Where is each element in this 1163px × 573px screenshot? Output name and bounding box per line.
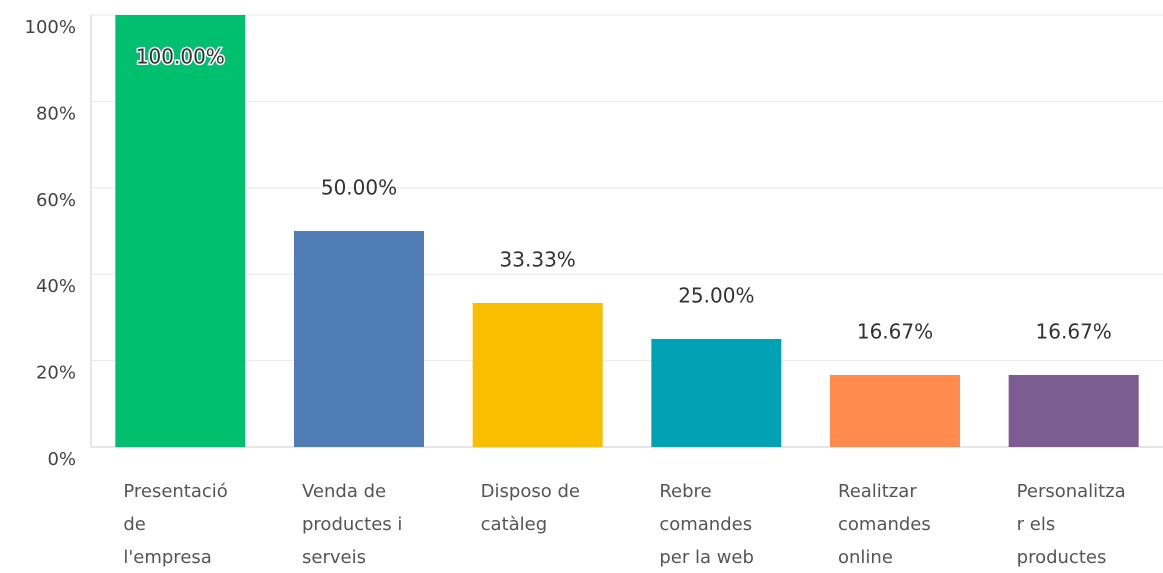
x-tick-label: Venda de productes i serveis xyxy=(302,481,403,568)
bar xyxy=(830,374,960,447)
bar xyxy=(115,15,246,447)
data-label: 25.00% xyxy=(678,284,754,308)
y-tick-label: 0% xyxy=(47,449,76,470)
bar xyxy=(651,339,782,447)
data-label: 33.33% xyxy=(500,248,576,272)
data-label: 100.00% xyxy=(136,45,225,69)
data-label: 50.00% xyxy=(321,176,397,200)
y-tick-label: 60% xyxy=(36,190,76,211)
data-label: 16.67% xyxy=(1036,319,1112,343)
data-label: 16.67% xyxy=(857,319,933,343)
x-tick-label: Personalitzar els productes xyxy=(1016,481,1126,568)
bar xyxy=(472,303,603,447)
y-tick-label: 100% xyxy=(25,17,76,38)
y-tick-label: 80% xyxy=(36,103,76,124)
y-tick-label: 20% xyxy=(36,363,76,384)
x-tick-label: Disposo de catàleg xyxy=(480,481,580,535)
bar xyxy=(294,231,424,447)
bar xyxy=(1008,374,1139,447)
x-tick-label: Realitzar comandes online xyxy=(838,481,931,568)
y-tick-label: 40% xyxy=(36,276,76,297)
x-tick-label: Rebre comandes per la web xyxy=(659,481,754,568)
x-tick-label: Presentació de l'empresa xyxy=(123,481,228,568)
